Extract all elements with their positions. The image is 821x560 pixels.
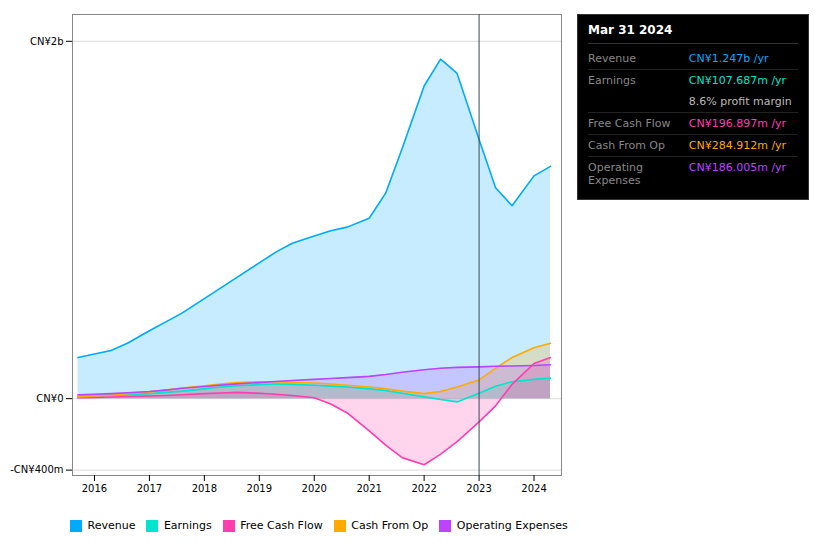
html-text:Cash From Op: Cash From Op [351, 519, 429, 532]
html-text:Mar 31 2024: Mar 31 2024 [588, 23, 673, 37]
html-text:Free Cash Flow: Free Cash Flow [240, 519, 323, 532]
svg-text:CN¥0: CN¥0 [36, 393, 63, 404]
html-text:Free Cash Flow: Free Cash Flow [588, 117, 671, 130]
svg-text:2023: 2023 [466, 483, 491, 494]
html-text:Operating Expenses: Operating Expenses [588, 161, 643, 187]
html-text:Revenue: Revenue [87, 519, 136, 532]
svg-text:2024: 2024 [521, 483, 546, 494]
svg-text:-CN¥400m: -CN¥400m [10, 464, 63, 475]
svg-text:2017: 2017 [137, 483, 162, 494]
html-text:Revenue: Revenue [588, 52, 636, 65]
svg-text:2016: 2016 [82, 483, 107, 494]
html-text:CN¥284.912m /yr: CN¥284.912m /yr [688, 139, 787, 152]
html-text:8.6% profit margin: 8.6% profit margin [688, 95, 792, 108]
svg-text:2022: 2022 [411, 483, 436, 494]
html-text:CN¥196.897m /yr: CN¥196.897m /yr [688, 117, 787, 130]
svg-text:CN¥2b: CN¥2b [30, 36, 64, 47]
html-text:CN¥1.247b /yr: CN¥1.247b /yr [688, 52, 769, 65]
html-text:CN¥186.005m /yr: CN¥186.005m /yr [688, 161, 787, 174]
svg-text:2018: 2018 [192, 483, 217, 494]
html-text:Cash From Op: Cash From Op [588, 139, 665, 152]
html-text:Earnings: Earnings [163, 519, 212, 532]
html-text:Earnings: Earnings [588, 74, 636, 87]
svg-text:2020: 2020 [302, 483, 327, 494]
html-text:CN¥107.687m /yr: CN¥107.687m /yr [688, 74, 787, 87]
svg-text:2021: 2021 [356, 483, 381, 494]
svg-text:2019: 2019 [247, 483, 272, 494]
html-text:Operating Expenses: Operating Expenses [456, 519, 568, 532]
